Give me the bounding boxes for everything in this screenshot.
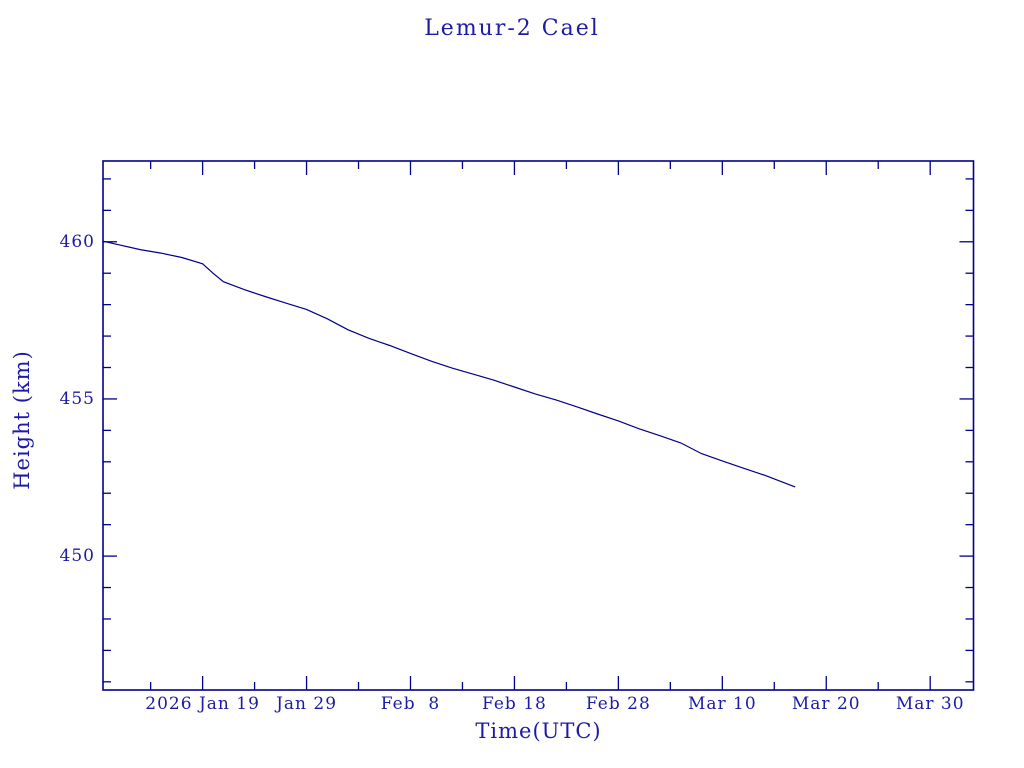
height-decay-line: [102, 240, 796, 488]
x-tick-label: Feb 8: [380, 694, 441, 714]
x-axis-label: Time(UTC): [475, 719, 602, 743]
x-tick-label: Mar 30: [895, 694, 965, 714]
y-tick-label: 460: [59, 231, 95, 252]
plot-box: [102, 160, 975, 691]
x-tick-label: Mar 10: [687, 694, 757, 714]
x-tick-label: Feb 18: [481, 694, 547, 714]
x-tick-label: Jan 29: [276, 694, 338, 714]
y-tick-label: 450: [59, 546, 95, 567]
chart-title: Lemur-2 Cael: [424, 16, 600, 41]
x-tick-label: Feb 28: [585, 694, 651, 714]
x-tick-label: Mar 20: [791, 694, 861, 714]
y-tick-label: 455: [59, 388, 95, 409]
x-tick-label: 2026 Jan 19: [145, 694, 260, 714]
